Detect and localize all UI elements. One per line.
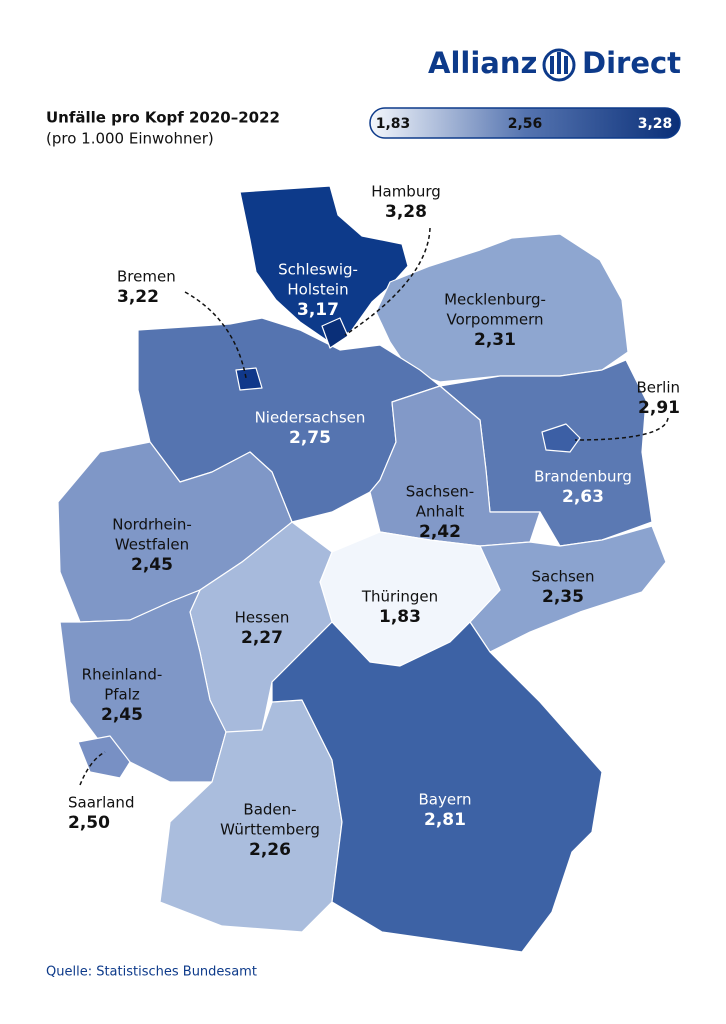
- region-name: Rheinland-: [82, 666, 163, 684]
- region-name: Vorpommern: [446, 311, 543, 329]
- region-value: 2,31: [474, 330, 516, 350]
- region-value: 2,27: [241, 628, 283, 648]
- logo-right: Direct: [582, 46, 681, 80]
- region-name: Sachsen: [531, 568, 594, 586]
- region-name: Pfalz: [104, 686, 140, 704]
- logo-icon: [542, 48, 576, 82]
- leader-lines: [79, 227, 669, 786]
- legend-bar: [369, 107, 681, 139]
- region-name: Hamburg: [371, 183, 441, 201]
- region-value: 2,45: [101, 705, 143, 725]
- region-value: 2,26: [249, 840, 291, 860]
- region-value: 2,81: [424, 810, 466, 830]
- region-shape: [541, 423, 581, 453]
- region-value: 2,35: [542, 587, 584, 607]
- subtitle: (pro 1.000 Einwohner): [46, 130, 214, 148]
- region-shape: [235, 367, 263, 391]
- region-shape: [77, 735, 131, 779]
- region-name: Württemberg: [220, 821, 320, 839]
- region-name: Schleswig-: [278, 261, 358, 279]
- region-name: Niedersachsen: [255, 409, 366, 427]
- region-value: 2,50: [68, 813, 110, 833]
- region-value: 2,45: [131, 555, 173, 575]
- legend-label: 1,83: [376, 116, 411, 132]
- region-name: Saarland: [68, 794, 134, 812]
- region-shape: [271, 621, 603, 953]
- region-value: 2,42: [419, 522, 461, 542]
- region-name: Bayern: [419, 791, 472, 809]
- region-shape: [321, 317, 349, 349]
- region-name: Brandenburg: [534, 468, 632, 486]
- region-value: 2,91: [638, 398, 680, 418]
- region-name: Sachsen-: [406, 483, 474, 501]
- region-value: 2,75: [289, 428, 331, 448]
- region-value: 3,22: [117, 287, 159, 307]
- region-name: Mecklenburg-: [444, 291, 546, 309]
- region-name: Hessen: [235, 609, 290, 627]
- region-value: 3,17: [297, 300, 339, 320]
- legend-label: 2,56: [508, 116, 543, 132]
- region-name: Baden-: [243, 801, 296, 819]
- region-name: Holstein: [287, 281, 348, 299]
- source: Quelle: Statistisches Bundesamt: [46, 965, 257, 980]
- region-name: Thüringen: [361, 588, 438, 606]
- logo-left: Allianz: [428, 46, 537, 80]
- region-name: Berlin: [636, 379, 680, 397]
- region-name: Bremen: [117, 268, 176, 286]
- legend-label: 3,28: [638, 116, 673, 132]
- region-shape: [239, 185, 409, 345]
- region-name: Anhalt: [416, 503, 465, 521]
- region-value: 2,63: [562, 487, 604, 507]
- title: Unfälle pro Kopf 2020–2022: [46, 109, 280, 127]
- region-name: Nordrhein-: [112, 516, 192, 534]
- region-name: Westfalen: [115, 536, 189, 554]
- region-value: 3,28: [385, 202, 427, 222]
- map: [57, 185, 667, 953]
- region-value: 1,83: [379, 607, 421, 627]
